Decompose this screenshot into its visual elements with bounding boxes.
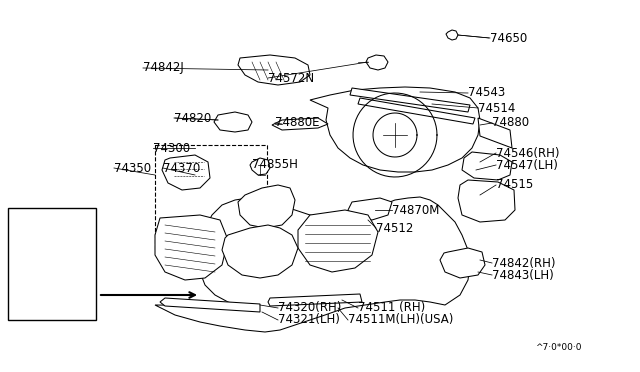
Bar xyxy=(155,145,267,250)
Polygon shape xyxy=(310,87,480,172)
Text: 74512: 74512 xyxy=(376,221,413,234)
Polygon shape xyxy=(19,250,58,285)
Text: 74880: 74880 xyxy=(492,116,529,129)
Polygon shape xyxy=(358,98,475,124)
Polygon shape xyxy=(458,180,515,222)
Polygon shape xyxy=(298,210,378,272)
Text: 74855H: 74855H xyxy=(252,158,298,171)
Text: 74842J: 74842J xyxy=(143,61,184,74)
Text: 74870M: 74870M xyxy=(392,203,440,217)
Polygon shape xyxy=(348,198,392,220)
Polygon shape xyxy=(162,155,210,190)
Text: ATM: ATM xyxy=(34,212,58,224)
Text: 74321(LH): 74321(LH) xyxy=(278,314,340,327)
Text: 74843(LH): 74843(LH) xyxy=(492,269,554,282)
Text: 74880E: 74880E xyxy=(275,116,319,129)
Polygon shape xyxy=(462,152,512,180)
Text: 74842(RH): 74842(RH) xyxy=(492,257,556,269)
Text: 74547(LH): 74547(LH) xyxy=(496,158,558,171)
Text: 74514: 74514 xyxy=(478,102,515,115)
Polygon shape xyxy=(250,158,270,175)
Polygon shape xyxy=(366,55,388,70)
Text: 74546(RH): 74546(RH) xyxy=(496,147,559,160)
Text: 74350: 74350 xyxy=(114,161,151,174)
Polygon shape xyxy=(214,112,252,132)
Polygon shape xyxy=(440,248,485,278)
Polygon shape xyxy=(272,118,328,130)
Polygon shape xyxy=(350,88,470,112)
Text: 74511 (RH): 74511 (RH) xyxy=(358,301,425,314)
Polygon shape xyxy=(446,30,458,40)
Text: 74300: 74300 xyxy=(153,141,190,154)
Polygon shape xyxy=(238,185,295,228)
Text: 74515: 74515 xyxy=(496,179,533,192)
Polygon shape xyxy=(478,118,512,148)
Bar xyxy=(8,208,96,320)
Text: 74350: 74350 xyxy=(28,231,65,244)
Text: 74320(RH): 74320(RH) xyxy=(278,301,341,314)
Text: 74370: 74370 xyxy=(163,161,200,174)
Polygon shape xyxy=(222,225,298,278)
Polygon shape xyxy=(160,298,260,312)
Polygon shape xyxy=(155,197,470,332)
Text: 74650: 74650 xyxy=(490,32,527,45)
Polygon shape xyxy=(238,55,310,85)
Text: 74820: 74820 xyxy=(174,112,211,125)
Text: 74543: 74543 xyxy=(468,87,505,99)
Text: 74511M(LH)(USA): 74511M(LH)(USA) xyxy=(348,314,453,327)
Text: ^7·0*00·0: ^7·0*00·0 xyxy=(535,343,582,352)
Text: 74572N: 74572N xyxy=(268,71,314,84)
Polygon shape xyxy=(268,294,362,306)
Polygon shape xyxy=(155,215,228,280)
